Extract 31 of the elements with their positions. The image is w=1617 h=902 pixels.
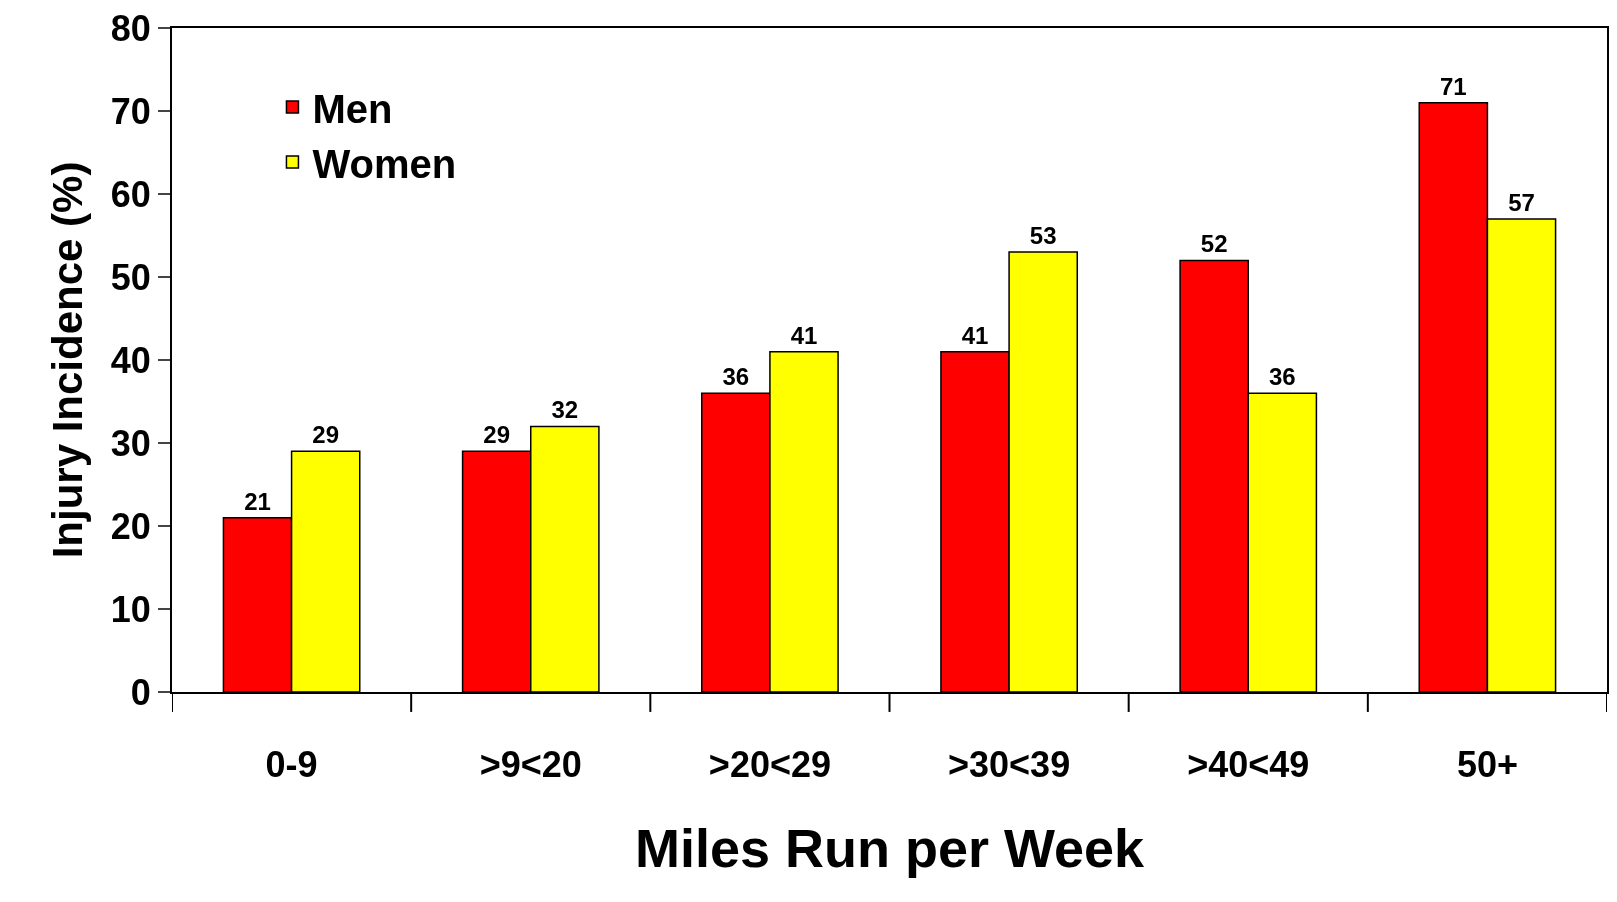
data-label: 41 [961, 321, 989, 349]
y-tick-label: 70 [110, 90, 151, 132]
x-tick-label: 0-9 [265, 744, 318, 786]
legend-label: Women [312, 141, 457, 186]
y-tick-label: 80 [110, 7, 151, 49]
data-label: 57 [1508, 188, 1535, 216]
data-label: 29 [312, 421, 340, 449]
data-label: 71 [1439, 72, 1467, 100]
data-label: 53 [1029, 222, 1057, 250]
x-tick-label: >20<29 [708, 744, 831, 786]
x-tick-label: >40<49 [1187, 744, 1310, 786]
data-label: 36 [1268, 363, 1296, 391]
x-axis-title: Miles Run per Week [634, 818, 1146, 878]
y-tick-label: 40 [110, 339, 151, 381]
data-label: 21 [244, 487, 271, 515]
y-tick-label: 10 [110, 588, 151, 630]
y-tick-label: 30 [110, 422, 151, 464]
x-tick-label: >9<20 [479, 744, 582, 786]
y-tick-label: 0 [130, 671, 151, 713]
data-label: 41 [790, 321, 818, 349]
data-label: 29 [483, 421, 511, 449]
x-tick-label: 50+ [1456, 744, 1518, 786]
data-label: 52 [1200, 230, 1228, 258]
y-tick-label: 50 [110, 256, 151, 298]
data-label: 36 [722, 363, 750, 391]
data-label: 32 [551, 396, 579, 424]
y-tick-label: 60 [110, 173, 151, 215]
x-tick-label: >30<39 [948, 744, 1071, 786]
y-tick-label: 20 [110, 505, 151, 547]
y-axis-title: Injury Incidence (%) [44, 161, 92, 559]
legend-label: Men [312, 86, 393, 131]
